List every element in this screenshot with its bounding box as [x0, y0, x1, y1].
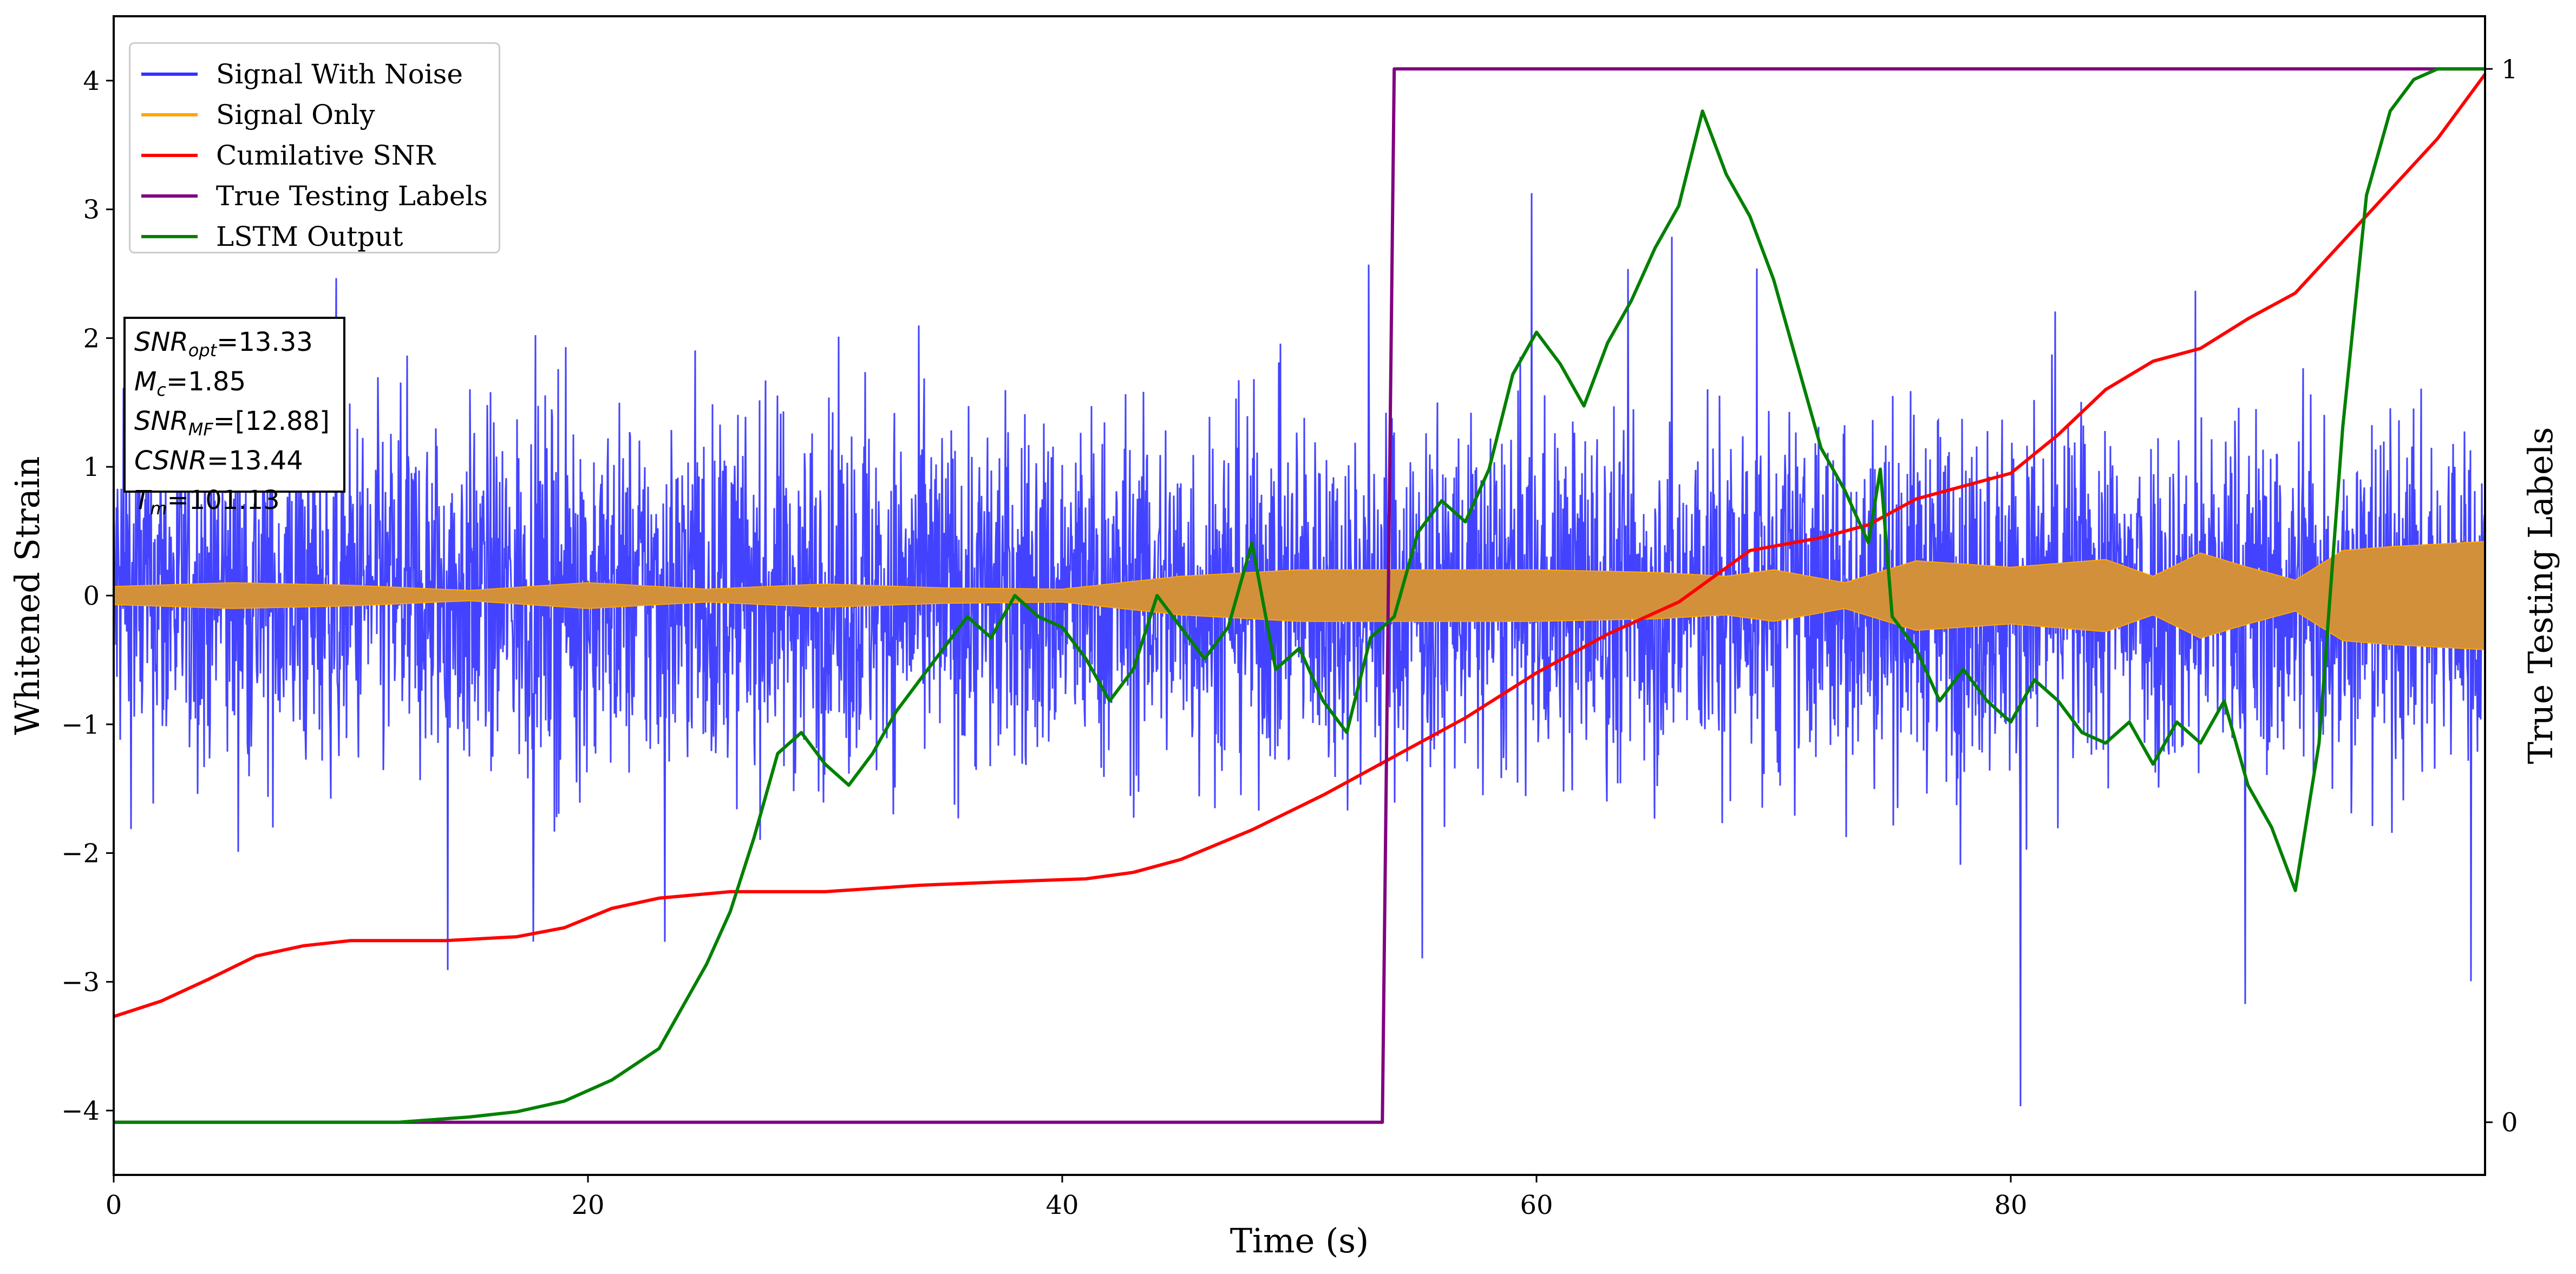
x-axis-label: Time (s)	[1230, 1221, 1369, 1260]
annotation-line: SNRopt=13.33	[134, 327, 313, 361]
x-tick-label: 60	[1520, 1190, 1553, 1220]
annotation-line: Mc=1.85	[134, 367, 246, 400]
y-tick-label: 4	[83, 66, 100, 96]
legend-swatch	[141, 194, 198, 198]
y-tick-label: −2	[61, 839, 100, 869]
y-axis-label: Whitened Strain	[8, 456, 47, 735]
legend-item: Cumilative SNR	[141, 135, 488, 175]
legend-swatch	[141, 113, 198, 116]
y-tick-label: −4	[61, 1096, 100, 1126]
legend-swatch	[141, 153, 198, 157]
y-tick-label: 1	[83, 452, 100, 482]
right-axis-label: True Testing Labels	[2521, 427, 2560, 765]
x-tick-label: 20	[571, 1190, 604, 1220]
legend-label: LSTM Output	[216, 220, 403, 252]
y-tick-label: −3	[61, 967, 100, 997]
annotation-line: Tm=101.13	[134, 485, 280, 519]
right-tick-label: 1	[2501, 54, 2518, 84]
legend-item: LSTM Output	[141, 216, 488, 257]
true-testing-labels-line	[114, 67, 2485, 1124]
parameter-annotation-box: SNRopt=13.33 Mc=1.85 SNRMF=[12.88] CSNR=…	[123, 317, 345, 519]
y-tick-label: 0	[83, 581, 100, 611]
legend-item: Signal With Noise	[141, 54, 488, 94]
legend-label: Signal With Noise	[216, 58, 463, 90]
y-tick-label: 2	[83, 323, 100, 354]
cumulative-snr-line	[113, 73, 2487, 1018]
lstm-output-line	[114, 67, 2485, 1124]
legend-label: True Testing Labels	[215, 180, 488, 212]
legend-swatch	[141, 72, 198, 76]
x-tick-label: 80	[1994, 1190, 2027, 1220]
legend-item: True Testing Labels	[141, 175, 488, 216]
legend-item: Signal Only	[141, 94, 488, 135]
y-tick-label: 3	[83, 195, 100, 225]
plot-area	[113, 67, 2487, 1124]
annotation-line: SNRMF=[12.88]	[134, 406, 330, 440]
x-tick-label: 40	[1045, 1190, 1078, 1220]
annotation-line: CSNR=13.44	[134, 446, 303, 476]
legend-label: Cumilative SNR	[216, 139, 436, 171]
legend: Signal With Noise Signal Only Cumilative…	[129, 42, 500, 253]
legend-label: Signal Only	[216, 99, 375, 130]
x-tick-label: 0	[106, 1190, 122, 1220]
right-tick-label: 0	[2501, 1108, 2518, 1138]
y-tick-label: −1	[61, 710, 100, 740]
legend-swatch	[141, 234, 198, 238]
